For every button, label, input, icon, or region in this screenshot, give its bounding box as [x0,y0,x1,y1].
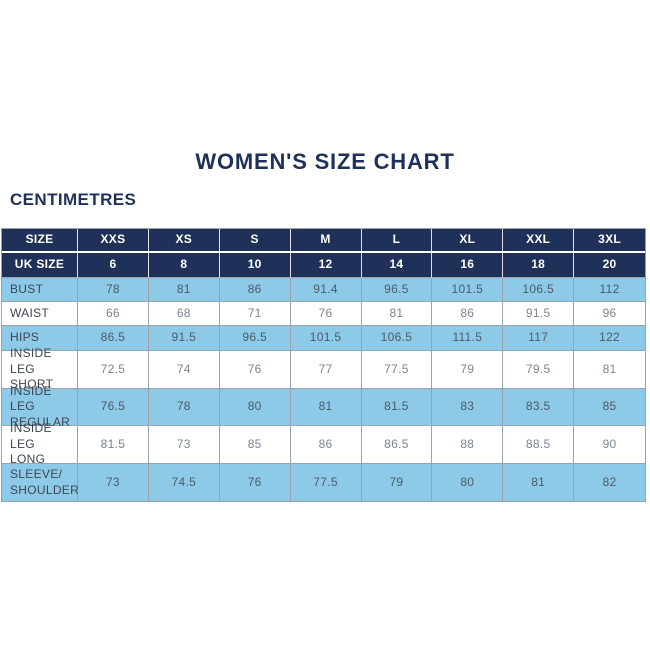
table-cell: 80 [432,464,504,501]
page-title: WOMEN'S SIZE CHART [195,149,455,174]
table-cell: 81 [574,351,645,389]
column-header: XXS [78,229,149,253]
table-cell: 106.5 [361,326,433,351]
table-cell: 96.5 [219,326,291,351]
uk-size-label: UK SIZE [2,253,78,278]
table-cell: 81 [361,302,433,326]
table-cell: 76.5 [78,389,149,426]
table-cell: 96.5 [361,278,433,302]
table-cell: 101.5 [290,326,362,351]
table-cell: 101.5 [432,278,504,302]
table-cell: 80 [219,389,291,426]
table-cell: 81 [290,389,362,426]
row-label: WAIST [2,302,78,326]
table-cell: 86.5 [78,326,149,351]
table-cell: 78 [148,389,220,426]
units-label: CENTIMETRES [10,190,137,209]
row-label: HIPS [2,326,78,351]
table-cell: 112 [574,278,645,302]
table-cell: 78 [78,278,149,302]
table-cell: 73 [148,426,220,464]
table-cell: 86 [432,302,504,326]
size-table: SIZE XXS XS S M L XL XXL 3XL UK SIZE 6 8 10 12 14 16 18 2… [1,228,646,502]
table-cell: 86 [290,426,362,464]
column-header: XL [432,229,504,253]
table-cell: 74.5 [148,464,220,501]
table-cell: 81 [503,464,575,501]
table-cell: 74 [148,351,220,389]
table-cell: 91.5 [148,326,220,351]
table-cell: 76 [219,351,291,389]
column-header: L [361,229,433,253]
row-label: INSIDE LEG SHORT [2,346,78,391]
row-label: BUST [2,278,78,302]
table-cell: 86 [219,278,291,302]
table-cell: 14 [361,253,433,278]
column-header: XXL [503,229,575,253]
table-cell: 68 [148,302,220,326]
table-cell: 91.4 [290,278,362,302]
table-cell: 72.5 [78,351,149,389]
table-cell: 111.5 [432,326,504,351]
row-label: INSIDE LEG LONG [2,421,78,466]
size-header-cell: SIZE [2,229,78,253]
table-cell: 83.5 [503,389,575,426]
table-cell: 79.5 [503,351,575,389]
table-cell: 20 [574,253,645,278]
table-cell: 76 [290,302,362,326]
table-cell: 18 [503,253,575,278]
table-cell: 77.5 [361,351,433,389]
table-cell: 10 [219,253,291,278]
column-header: S [219,229,291,253]
table-cell: 88 [432,426,504,464]
table-cell: 85 [219,426,291,464]
table-cell: 122 [574,326,645,351]
table-cell: 6 [78,253,149,278]
table-cell: 91.5 [503,302,575,326]
table-cell: 73 [78,464,149,501]
table-cell: 81 [148,278,220,302]
table-cell: 77.5 [290,464,362,501]
table-cell: 86.5 [361,426,433,464]
row-label: SLEEVE/ SHOULDER [2,464,79,501]
table-cell: 88.5 [503,426,575,464]
table-cell: 83 [432,389,504,426]
table-cell: 79 [361,464,433,501]
column-header: 3XL [574,229,645,253]
table-cell: 90 [574,426,645,464]
table-cell: 66 [78,302,149,326]
table-cell: 77 [290,351,362,389]
table-cell: 71 [219,302,291,326]
table-cell: 12 [290,253,362,278]
table-cell: 76 [219,464,291,501]
table-cell: 79 [432,351,504,389]
column-header: M [290,229,362,253]
column-header: XS [148,229,220,253]
table-cell: 96 [574,302,645,326]
row-label: INSIDE LEG REGULAR [2,384,78,429]
table-cell: 81.5 [361,389,433,426]
table-cell: 8 [148,253,220,278]
table-cell: 85 [574,389,645,426]
table-cell: 82 [574,464,645,501]
table-cell: 117 [503,326,575,351]
table-cell: 16 [432,253,504,278]
table-cell: 81.5 [78,426,149,464]
table-cell: 106.5 [503,278,575,302]
